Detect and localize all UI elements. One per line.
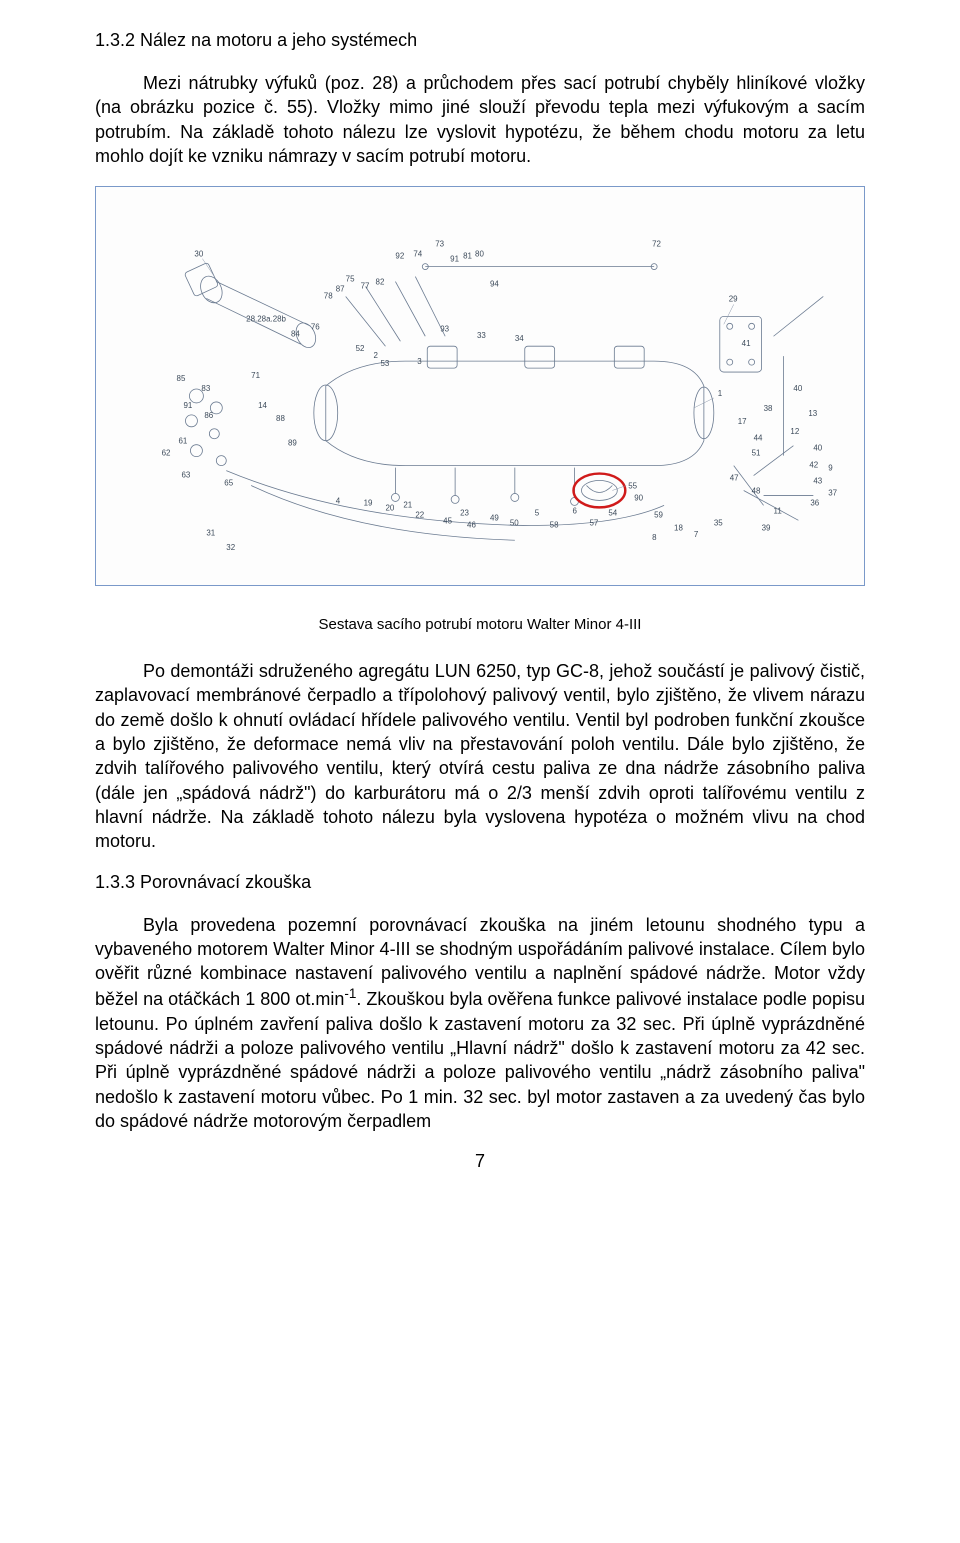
para-133: Byla provedena pozemní porovnávací zkouš… [95, 913, 865, 1134]
svg-text:21: 21 [403, 501, 412, 510]
svg-text:75: 75 [346, 275, 355, 284]
svg-text:81: 81 [463, 252, 472, 261]
svg-text:87: 87 [336, 285, 345, 294]
section-heading-133: 1.3.3 Porovnávací zkouška [95, 872, 865, 893]
svg-text:40: 40 [793, 384, 802, 393]
svg-text:44: 44 [754, 434, 763, 443]
svg-text:3: 3 [417, 357, 422, 366]
svg-text:62: 62 [162, 449, 171, 458]
svg-text:42: 42 [809, 461, 818, 470]
svg-text:32: 32 [226, 543, 235, 552]
svg-text:19: 19 [364, 499, 373, 508]
svg-text:33: 33 [477, 331, 486, 340]
svg-text:47: 47 [730, 474, 739, 483]
svg-text:89: 89 [288, 439, 297, 448]
svg-text:1: 1 [718, 389, 723, 398]
svg-text:41: 41 [742, 339, 751, 348]
svg-text:63: 63 [182, 471, 191, 480]
svg-text:49: 49 [490, 514, 499, 523]
svg-text:20: 20 [385, 504, 394, 513]
svg-text:37: 37 [828, 489, 837, 498]
svg-text:38: 38 [764, 404, 773, 413]
page-number: 7 [95, 1151, 865, 1172]
svg-text:50: 50 [510, 518, 519, 527]
svg-text:39: 39 [762, 523, 771, 532]
svg-text:31: 31 [206, 528, 215, 537]
svg-text:73: 73 [435, 240, 444, 249]
svg-text:7: 7 [694, 530, 699, 539]
svg-text:36: 36 [810, 499, 819, 508]
svg-text:28.28a.28b: 28.28a.28b [246, 315, 286, 324]
svg-text:9: 9 [828, 464, 833, 473]
svg-text:17: 17 [738, 417, 747, 426]
svg-text:65: 65 [224, 479, 233, 488]
svg-text:86: 86 [204, 411, 213, 420]
svg-text:94: 94 [490, 280, 499, 289]
svg-text:43: 43 [813, 477, 822, 486]
svg-text:57: 57 [589, 518, 598, 527]
svg-text:90: 90 [634, 494, 643, 503]
diagram-svg: 30 28.28a.28b 7372 9274 918180 29 7594 7… [96, 187, 864, 585]
svg-text:59: 59 [654, 511, 663, 520]
svg-text:40: 40 [813, 444, 822, 453]
svg-text:82: 82 [376, 278, 385, 287]
svg-text:52: 52 [356, 344, 365, 353]
svg-text:53: 53 [381, 359, 390, 368]
svg-text:54: 54 [608, 509, 617, 518]
svg-text:11: 11 [774, 507, 783, 516]
svg-text:93: 93 [440, 324, 449, 333]
svg-text:51: 51 [752, 449, 761, 458]
svg-text:72: 72 [652, 240, 661, 249]
svg-text:34: 34 [515, 334, 524, 343]
svg-text:71: 71 [251, 371, 260, 380]
svg-text:46: 46 [467, 520, 476, 529]
svg-text:12: 12 [790, 427, 799, 436]
svg-text:13: 13 [808, 409, 817, 418]
svg-text:85: 85 [177, 374, 186, 383]
svg-text:35: 35 [714, 518, 723, 527]
svg-text:91: 91 [450, 255, 459, 264]
svg-text:74: 74 [413, 250, 422, 259]
svg-text:2: 2 [374, 351, 379, 360]
svg-text:58: 58 [550, 520, 559, 529]
para-after-diagram: Po demontáži sdruženého agregátu LUN 625… [95, 659, 865, 853]
para-132-1: Mezi nátrubky výfuků (poz. 28) a průchod… [95, 71, 865, 168]
svg-text:88: 88 [276, 414, 285, 423]
svg-text:61: 61 [179, 437, 188, 446]
svg-text:18: 18 [674, 523, 683, 532]
svg-text:22: 22 [415, 511, 424, 520]
diagram-caption: Sestava sacího potrubí motoru Walter Min… [95, 616, 865, 633]
svg-text:14: 14 [258, 401, 267, 410]
svg-text:80: 80 [475, 250, 484, 259]
svg-text:45: 45 [443, 516, 452, 525]
para-133-post: . Zkouškou byla ověřena funkce palivové … [95, 989, 865, 1130]
intake-manifold-diagram: 30 28.28a.28b 7372 9274 918180 29 7594 7… [95, 186, 865, 586]
svg-text:5: 5 [535, 509, 540, 518]
svg-text:48: 48 [752, 487, 761, 496]
svg-text:6: 6 [573, 507, 578, 516]
svg-text:91: 91 [183, 401, 192, 410]
svg-text:83: 83 [201, 384, 210, 393]
svg-text:92: 92 [395, 252, 404, 261]
svg-text:55: 55 [628, 482, 637, 491]
svg-text:84: 84 [291, 329, 300, 338]
svg-text:30: 30 [194, 250, 203, 259]
svg-text:77: 77 [361, 282, 370, 291]
svg-text:8: 8 [652, 533, 657, 542]
svg-text:78: 78 [324, 292, 333, 301]
svg-text:29: 29 [729, 295, 738, 304]
para-133-sup: -1 [344, 986, 356, 1001]
section-heading-132: 1.3.2 Nález na motoru a jeho systémech [95, 30, 865, 51]
svg-text:76: 76 [311, 322, 320, 331]
svg-text:23: 23 [460, 509, 469, 518]
svg-text:4: 4 [336, 497, 341, 506]
